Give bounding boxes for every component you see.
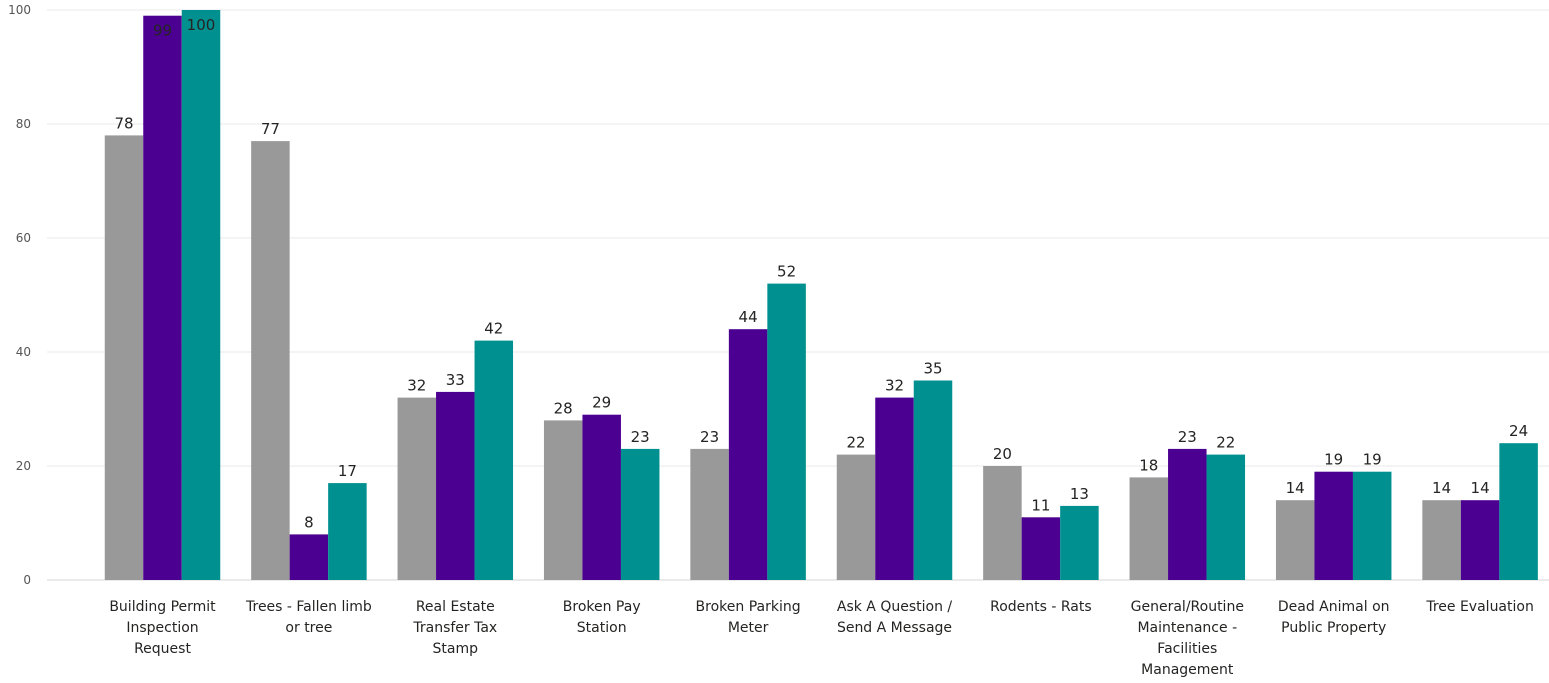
- bar: [582, 415, 621, 580]
- bar: [983, 466, 1022, 580]
- y-tick-label: 0: [23, 573, 31, 587]
- bar: [1168, 449, 1207, 580]
- bar: [621, 449, 660, 580]
- bar: [436, 392, 475, 580]
- data-label: 28: [554, 399, 573, 417]
- bar: [729, 329, 768, 580]
- data-label: 22: [1216, 434, 1235, 452]
- bar: [1022, 517, 1061, 580]
- y-tick-label: 40: [16, 345, 31, 359]
- data-label: 23: [1178, 428, 1197, 446]
- bar: [182, 10, 221, 580]
- bar: [105, 135, 144, 580]
- bar: [1314, 472, 1353, 580]
- data-labels: 78 99 100 77 8 17 32 33 42 28 29 23 23 44 52 22 32 35 20 11…: [114, 16, 1528, 531]
- data-label: 13: [1070, 485, 1089, 503]
- data-label: 18: [1139, 456, 1158, 474]
- category-label: Rodents - Rats: [990, 599, 1092, 615]
- data-label: 33: [446, 371, 465, 389]
- bars: [105, 10, 1538, 580]
- category-label: Dead Animal on Public Property: [1278, 599, 1390, 636]
- bar: [837, 455, 876, 580]
- bar: [1276, 500, 1315, 580]
- data-label: 19: [1324, 451, 1343, 469]
- data-label: 78: [114, 114, 133, 132]
- bar: [475, 341, 514, 580]
- data-label: 99: [153, 22, 172, 40]
- bar: [914, 381, 953, 581]
- bar: [143, 16, 182, 580]
- data-label: 29: [592, 394, 611, 412]
- bar: [1060, 506, 1099, 580]
- bar: [1461, 500, 1500, 580]
- category-label: Trees - Fallen limb or tree: [245, 599, 372, 636]
- category-label: Building Permit Inspection Request: [109, 599, 216, 657]
- data-label: 77: [261, 120, 280, 138]
- bar: [544, 420, 583, 580]
- data-label: 100: [187, 16, 216, 34]
- data-label: 32: [407, 377, 426, 395]
- bar: [290, 534, 329, 580]
- data-label: 14: [1471, 479, 1490, 497]
- bar: [875, 398, 914, 580]
- data-label: 19: [1363, 451, 1382, 469]
- bar: [690, 449, 729, 580]
- category-label: Ask A Question / Send A Message: [837, 599, 953, 636]
- category-label: Tree Evaluation: [1425, 599, 1534, 615]
- data-label: 35: [923, 360, 942, 378]
- data-label: 23: [631, 428, 650, 446]
- category-label: Broken Parking Meter: [696, 599, 801, 636]
- data-label: 17: [338, 462, 357, 480]
- data-label: 14: [1286, 479, 1305, 497]
- bar: [251, 141, 290, 580]
- data-label: 44: [739, 308, 758, 326]
- data-label: 24: [1509, 422, 1528, 440]
- category-label: General/Routine Maintenance -Facilities Ma…: [1131, 599, 1244, 678]
- x-axis-categories: Building Permit Inspection Request Trees - …: [109, 599, 1534, 678]
- bar: [1499, 443, 1538, 580]
- y-tick-label: 20: [16, 459, 31, 473]
- bar: [1353, 472, 1392, 580]
- y-tick-label: 100: [8, 3, 31, 17]
- data-label: 14: [1432, 479, 1451, 497]
- y-tick-label: 80: [16, 117, 31, 131]
- bar: [1207, 455, 1246, 580]
- bar: [1130, 477, 1169, 580]
- data-label: 11: [1031, 496, 1050, 514]
- bar: [328, 483, 367, 580]
- data-label: 8: [304, 513, 314, 531]
- y-tick-label: 60: [16, 231, 31, 245]
- data-label: 42: [484, 320, 503, 338]
- bar: [1422, 500, 1461, 580]
- bar: [398, 398, 437, 580]
- category-label: Broken Pay Station: [563, 599, 641, 636]
- category-label: Real Estate Transfer Tax Stamp: [412, 599, 497, 657]
- data-label: 52: [777, 263, 796, 281]
- data-label: 23: [700, 428, 719, 446]
- data-label: 20: [993, 445, 1012, 463]
- data-label: 32: [885, 377, 904, 395]
- bar: [767, 284, 806, 580]
- data-label: 22: [846, 434, 865, 452]
- y-axis-ticks: 0 20 40 60 80 100: [8, 3, 31, 587]
